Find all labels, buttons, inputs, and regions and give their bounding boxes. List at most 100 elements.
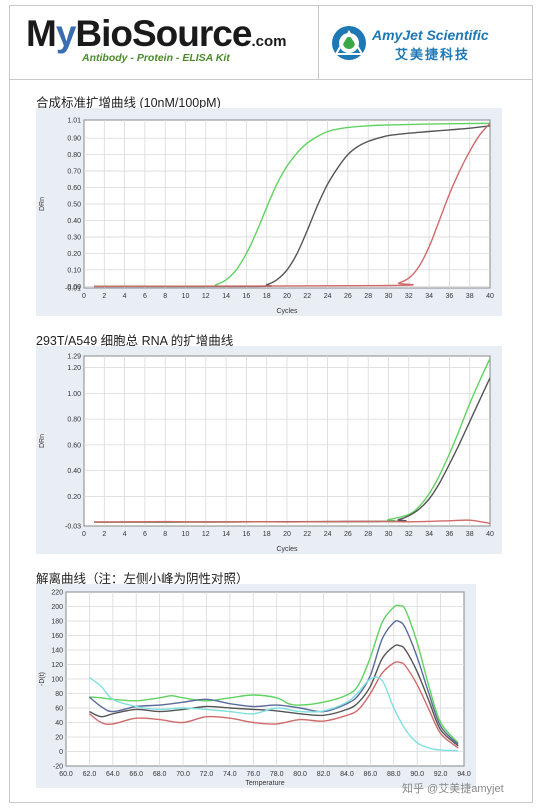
chart1-title: 合成标准扩增曲线 (10nM/100pM) [36, 96, 221, 110]
chart2-title: 293T/A549 细胞总 RNA 的扩增曲线 [36, 334, 234, 348]
x-axis-label: Cycles [276, 546, 298, 553]
y-tick-label: 0.90 [67, 136, 81, 143]
x-axis-label: Cycles [276, 308, 298, 315]
x-tick-label: 22 [303, 531, 311, 538]
y-tick-label: 0.80 [67, 152, 81, 159]
y-tick-label: 1.20 [67, 365, 81, 372]
x-tick-label: 28 [364, 293, 372, 300]
x-tick-label: 36 [446, 531, 454, 538]
y-tick-label: 0.40 [67, 218, 81, 225]
x-tick-label: 20 [283, 293, 291, 300]
x-tick-label: 60.0 [59, 771, 73, 778]
mybiosource-logo: MyBioSource.com [26, 6, 286, 70]
x-tick-label: 64.0 [106, 771, 120, 778]
series-line-dark [94, 125, 490, 288]
x-tick-label: 18 [263, 531, 271, 538]
header-divider [318, 5, 319, 79]
x-tick-label: 94.0 [457, 771, 471, 778]
x-tick-label: 92.0 [434, 771, 448, 778]
x-tick-label: 88.0 [387, 771, 401, 778]
y-tick-label: 1.29 [67, 354, 81, 361]
y-tick-label: 60 [55, 706, 63, 713]
page-frame [9, 5, 533, 803]
y-tick-label: 40 [55, 720, 63, 727]
x-tick-label: 22 [303, 293, 311, 300]
x-tick-label: 34 [425, 293, 433, 300]
y-tick-label: 200 [51, 604, 63, 611]
y-tick-label: 0.80 [67, 417, 81, 424]
logo-letter-y: y [55, 13, 77, 54]
x-tick-label: 82.0 [317, 771, 331, 778]
chart-standard-amplification: 0 2 4 6 8 10 12 14 16 18 20 22 24 26 28 30 32 34 36 38 401.0… [36, 108, 502, 316]
x-axis-label: Temperature [245, 780, 284, 787]
series-line-red [94, 519, 490, 525]
y-tick-label: 0.00 [67, 284, 81, 291]
x-tick-label: 18 [263, 293, 271, 300]
y-axis-label: DRn [39, 434, 46, 448]
x-tick-label: 10 [182, 531, 190, 538]
x-tick-label: 72.0 [200, 771, 214, 778]
x-tick-label: 74.0 [223, 771, 237, 778]
y-tick-label: 0.30 [67, 234, 81, 241]
y-tick-label: 0.70 [67, 169, 81, 176]
x-tick-label: 12 [202, 293, 210, 300]
y-tick-label: 20 [55, 735, 63, 742]
series-line-green [94, 122, 490, 288]
series-line-green [89, 604, 459, 744]
footer-watermark: 知乎 @艾美捷amyjet [402, 783, 504, 795]
x-tick-label: 14 [222, 293, 230, 300]
x-tick-label: 4 [123, 531, 127, 538]
x-tick-label: 24 [324, 293, 332, 300]
x-tick-label: 68.0 [153, 771, 167, 778]
x-tick-label: 12 [202, 531, 210, 538]
chart3-title: 解离曲线（注：左侧小峰为阴性对照） [36, 572, 249, 586]
y-tick-label: 140 [51, 648, 63, 655]
x-tick-label: 16 [243, 293, 251, 300]
x-tick-label: 90.0 [410, 771, 424, 778]
x-tick-label: 28 [364, 531, 372, 538]
y-tick-label: 160 [51, 633, 63, 640]
x-tick-label: 24 [324, 531, 332, 538]
x-tick-label: 86.0 [364, 771, 378, 778]
x-tick-label: 30 [385, 293, 393, 300]
x-tick-label: 38 [466, 531, 474, 538]
series-line-red [88, 661, 459, 749]
x-tick-label: 14 [222, 531, 230, 538]
x-tick-label: 2 [102, 293, 106, 300]
x-tick-label: 76.0 [246, 771, 260, 778]
x-tick-label: 80.0 [293, 771, 307, 778]
x-tick-label: 26 [344, 293, 352, 300]
x-tick-label: 26 [344, 531, 352, 538]
x-tick-label: 36 [446, 293, 454, 300]
x-tick-label: 10 [182, 293, 190, 300]
y-tick-label: 0.50 [67, 202, 81, 209]
logo-letter-m: M [26, 13, 57, 54]
x-tick-label: 0 [82, 293, 86, 300]
x-tick-label: 6 [143, 293, 147, 300]
x-tick-label: 20 [283, 531, 291, 538]
x-tick-label: 8 [163, 531, 167, 538]
x-tick-label: 32 [405, 293, 413, 300]
series-line-cyan [88, 676, 459, 752]
x-tick-label: 32 [405, 531, 413, 538]
x-tick-label: 40 [486, 531, 494, 538]
header-bottom-rule [9, 79, 533, 80]
x-tick-label: 78.0 [270, 771, 284, 778]
y-tick-label: 180 [51, 619, 63, 626]
y-tick-label: 0.10 [67, 267, 81, 274]
y-tick-label: 1.00 [67, 391, 81, 398]
y-tick-label: -0.03 [65, 524, 81, 531]
y-tick-label: 0.60 [67, 185, 81, 192]
y-axis-label: -D(t) [39, 672, 46, 686]
logo-tagline: Antibody - Protein - ELISA Kit [82, 52, 230, 64]
x-tick-label: 8 [163, 293, 167, 300]
y-tick-label: 120 [51, 662, 63, 669]
y-tick-label: -0.01 [65, 286, 81, 293]
amyjet-cn-name: 艾美捷科技 [395, 47, 471, 62]
y-tick-label: 0.20 [67, 251, 81, 258]
x-tick-label: 6 [143, 531, 147, 538]
y-tick-label: 0.40 [67, 468, 81, 475]
x-tick-label: 30 [385, 531, 393, 538]
y-axis-label: DRn [39, 197, 46, 211]
x-tick-label: 40 [486, 293, 494, 300]
